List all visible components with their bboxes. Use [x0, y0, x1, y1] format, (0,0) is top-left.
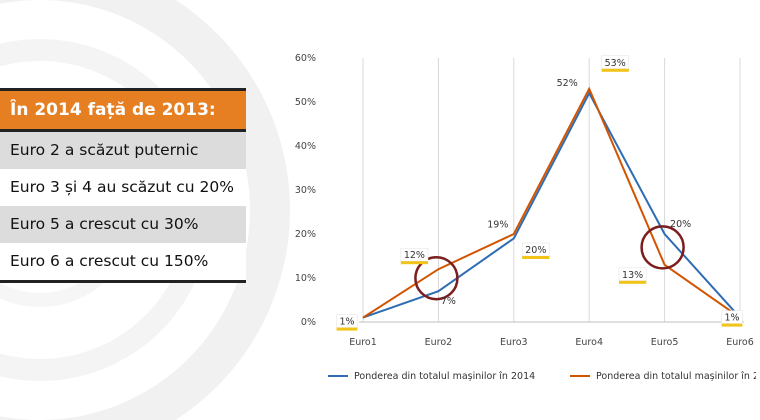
- y-tick-label: 0%: [301, 317, 316, 328]
- data-label-2014-euro2: 7%: [441, 296, 456, 307]
- data-label-2013-euro6: 1%: [721, 310, 743, 327]
- info-panel: În 2014 față de 2013: Euro 2 a scăzut pu…: [0, 88, 246, 283]
- x-tick-label-euro3: Euro3: [500, 337, 528, 348]
- x-tick-label-euro2: Euro2: [425, 337, 453, 348]
- data-label-box: [618, 267, 647, 282]
- data-label-text: 20%: [525, 245, 546, 256]
- data-label-2013-euro1: 1%: [336, 314, 358, 331]
- highlight-circles: [414, 225, 685, 301]
- info-row-euro6: Euro 6 a crescut cu 150%: [0, 243, 246, 280]
- x-tick-label-euro4: Euro4: [575, 337, 603, 348]
- series-layer: [362, 86, 741, 319]
- legend-item-2013: Ponderea din totalul mașinilor în 2013: [570, 371, 756, 382]
- data-label-text: 12%: [404, 250, 425, 261]
- data-label-2013-euro2: 12%: [400, 247, 429, 265]
- data-label-text: 52%: [557, 78, 578, 89]
- legend-label: Ponderea din totalul mașinilor în 2014: [354, 371, 535, 382]
- y-tick-label: 50%: [295, 97, 316, 108]
- info-panel-title: În 2014 față de 2013:: [0, 88, 246, 132]
- data-label-2014-euro3: 19%: [487, 219, 508, 230]
- info-panel-bottom-rule: [0, 280, 246, 283]
- series-line-2013: [362, 86, 741, 319]
- data-label-2013-euro4: 53%: [601, 55, 630, 72]
- data-label-text: 53%: [605, 58, 626, 69]
- data-label-underline: [522, 256, 550, 259]
- line-chart: 0%10%20%30%40%50%60% Euro1 Euro2 Euro3 Euro…: [295, 53, 756, 382]
- highlight-circle-euro5: [640, 225, 685, 270]
- x-tick-label-euro6: Euro6: [726, 337, 754, 348]
- data-label-text: 7%: [441, 296, 456, 307]
- info-row-euro3-4: Euro 3 și 4 au scăzut cu 20%: [0, 169, 246, 206]
- data-label-2013-euro5: 13%: [618, 267, 647, 284]
- x-axis: Euro1 Euro2 Euro3 Euro4 Euro5 Euro6: [349, 321, 754, 348]
- data-label-underline: [400, 261, 428, 265]
- series-line-2014: [362, 91, 741, 319]
- x-tick-label-euro5: Euro5: [651, 337, 679, 348]
- data-label-2014-euro5: 20%: [670, 219, 691, 230]
- data-label-2014-euro4: 52%: [557, 78, 578, 89]
- data-label-text: 1%: [339, 317, 354, 328]
- data-label-underline: [601, 68, 629, 72]
- y-tick-label: 10%: [295, 273, 316, 284]
- data-label-underline: [721, 323, 743, 327]
- legend-label: Ponderea din totalul mașinilor în 2013: [596, 371, 756, 382]
- legend-item-2014: Ponderea din totalul mașinilor în 2014: [328, 371, 535, 382]
- legend: Ponderea din totalul mașinilor în 2014 Po…: [328, 371, 756, 382]
- highlight-circle-euro2: [414, 255, 459, 301]
- info-row-euro2: Euro 2 a scăzut puternic: [0, 132, 246, 169]
- grid-layer: [362, 58, 741, 322]
- y-tick-label: 30%: [295, 185, 316, 196]
- info-row-euro5: Euro 5 a crescut cu 30%: [0, 206, 246, 243]
- x-tick-label-euro1: Euro1: [349, 337, 377, 348]
- data-label-text: 19%: [487, 219, 508, 230]
- data-labels: 7% 19% 52% 20% 1% 12% 20% 53% 13% 1%: [336, 55, 743, 331]
- y-tick-label: 20%: [295, 229, 316, 240]
- data-label-text: 13%: [622, 270, 643, 281]
- data-label-underline: [336, 327, 358, 331]
- y-tick-label: 40%: [295, 141, 316, 152]
- y-tick-label: 60%: [295, 53, 316, 64]
- data-label-text: 20%: [670, 219, 691, 230]
- data-label-text: 1%: [724, 313, 739, 324]
- y-axis: 0% 10% 20% 30% 40% 50% 60%: [295, 53, 316, 328]
- data-label-2013-euro3: 20%: [521, 242, 550, 259]
- data-label-underline: [619, 280, 647, 284]
